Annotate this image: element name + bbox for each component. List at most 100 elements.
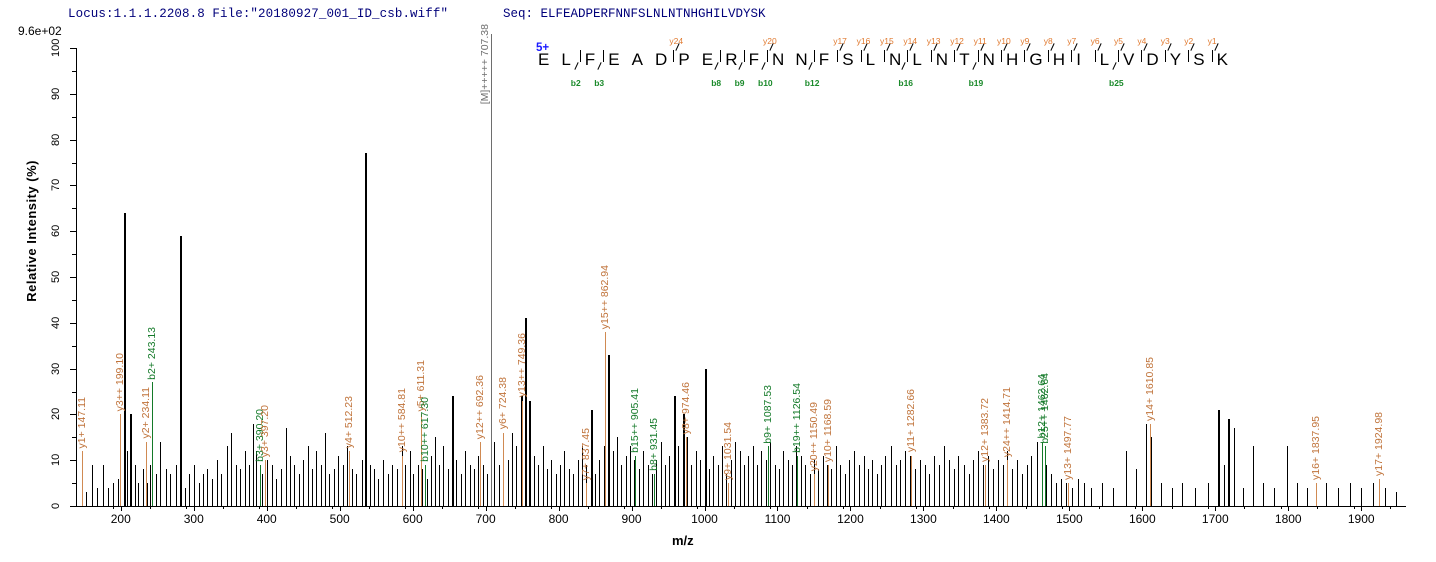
peak-bar bbox=[739, 451, 741, 506]
annotated-peak-y-8 bbox=[420, 414, 422, 506]
y-tick-label: 20 bbox=[50, 408, 62, 421]
peak-label: y13++ 749.36 bbox=[515, 333, 528, 398]
peak-bar bbox=[1286, 446, 1288, 506]
peak-bar bbox=[252, 423, 254, 506]
x-tick-minor bbox=[770, 506, 772, 509]
peak-label: y11+ 1282.66 bbox=[904, 389, 917, 453]
peak-bar bbox=[787, 460, 789, 506]
peak-bar bbox=[616, 437, 618, 506]
peak-bar bbox=[929, 473, 931, 506]
ladder-residue: L bbox=[912, 50, 922, 69]
peak-label: y2+ 234.11 bbox=[139, 387, 152, 439]
ladder-residue: T bbox=[959, 50, 970, 69]
peak-bar bbox=[1066, 483, 1068, 506]
ladder-residue: N bbox=[935, 50, 949, 69]
y-tick-minor bbox=[72, 70, 76, 72]
annotated-peak-y-29 bbox=[1150, 423, 1152, 506]
ladder-separator bbox=[603, 50, 605, 62]
y-ion-label: y4 bbox=[1137, 36, 1147, 46]
ladder-separator bbox=[1141, 50, 1143, 62]
peak-bar bbox=[85, 492, 87, 506]
peak-bar bbox=[525, 318, 528, 506]
x-axis-title: m/z bbox=[672, 533, 694, 548]
peak-bar bbox=[840, 464, 842, 506]
y-tick bbox=[70, 460, 76, 462]
y-tick bbox=[70, 48, 76, 49]
peak-bar bbox=[848, 460, 850, 506]
x-tick-label: 200 bbox=[110, 512, 131, 526]
peak-bar bbox=[1061, 478, 1063, 506]
ladder-residue: V bbox=[1123, 50, 1135, 69]
spectrum-plot[interactable]: [M]+++++ 707.38 y1+ 147.11 y3++ 199.10 y2+ … bbox=[76, 24, 1405, 506]
ladder-separator bbox=[1211, 50, 1213, 62]
y-ion-label: y11 bbox=[973, 36, 987, 46]
peak-bar bbox=[430, 455, 432, 506]
peak-bar bbox=[160, 441, 162, 506]
peak-bar bbox=[538, 464, 540, 506]
x-tick-minor bbox=[587, 506, 589, 509]
peak-bar bbox=[134, 464, 136, 506]
annotated-peak-b-27 bbox=[1044, 446, 1046, 506]
peak-label: y17+ 1924.98 bbox=[1373, 411, 1386, 476]
peak-bar bbox=[460, 473, 462, 506]
x-tick-minor bbox=[1244, 506, 1246, 509]
x-tick-minor bbox=[1207, 506, 1209, 509]
peak-bar bbox=[240, 469, 242, 506]
peak-bar bbox=[973, 460, 975, 506]
peak-bar bbox=[752, 446, 754, 506]
x-tick-label: 300 bbox=[183, 512, 204, 526]
peak-bar bbox=[792, 464, 794, 506]
annotated-peak-y-30 bbox=[1315, 483, 1317, 506]
annotated-peak-y-17 bbox=[685, 437, 687, 506]
y-tick-label: 60 bbox=[50, 225, 62, 238]
y-tick-label: 70 bbox=[50, 179, 62, 192]
ladder-separator bbox=[1118, 50, 1119, 62]
annotated-peak-y-18 bbox=[727, 483, 729, 506]
peak-label: y14+ 1610.85 bbox=[1144, 356, 1157, 421]
ladder-slash bbox=[808, 62, 813, 70]
peak-bar bbox=[409, 451, 411, 506]
peak-label: y7+ 837.45 bbox=[579, 427, 592, 481]
peak-bar bbox=[948, 460, 950, 506]
peak-bar bbox=[211, 478, 213, 506]
peak-bar bbox=[261, 473, 263, 506]
peak-bar bbox=[184, 487, 186, 506]
peak-label: y20++ 1150.49 bbox=[808, 401, 821, 471]
peak-bar bbox=[915, 469, 917, 506]
peak-bar bbox=[338, 455, 340, 506]
b-ion-label: b3 bbox=[594, 78, 605, 88]
x-tick-minor bbox=[733, 506, 735, 509]
x-tick-minor bbox=[368, 506, 370, 509]
peak-label: y8+ 974.46 bbox=[679, 382, 692, 435]
annotated-peak-b-9 bbox=[425, 464, 427, 506]
peak-bar bbox=[97, 487, 99, 506]
peak-bar bbox=[551, 460, 553, 506]
peak-bar bbox=[1253, 446, 1255, 506]
peak-bar bbox=[1224, 464, 1226, 506]
peak-bar bbox=[516, 446, 518, 506]
peak-bar bbox=[634, 460, 636, 506]
peak-bar bbox=[573, 473, 575, 506]
y-ion-label: y12 bbox=[950, 36, 964, 46]
x-tick bbox=[266, 506, 268, 511]
peak-bar bbox=[691, 464, 693, 506]
x-tick-minor bbox=[259, 506, 261, 509]
peak-bar bbox=[1243, 487, 1244, 506]
annotated-peak-y-6 bbox=[348, 451, 350, 506]
peak-bar bbox=[405, 464, 407, 506]
y-ion-label: y6 bbox=[1090, 36, 1100, 46]
ladder-residue: F bbox=[584, 50, 596, 69]
peak-bar bbox=[748, 455, 750, 506]
peak-bar bbox=[417, 464, 419, 506]
y-tick-label: 90 bbox=[50, 87, 62, 100]
peak-bar bbox=[294, 464, 296, 506]
peak-layer: [M]+++++ 707.38 y1+ 147.11 y3++ 199.10 y2+ … bbox=[76, 24, 1405, 506]
x-tick-minor bbox=[952, 506, 954, 509]
y-tick-minor bbox=[72, 345, 76, 347]
peak-bar bbox=[271, 464, 273, 506]
peak-bar bbox=[138, 483, 140, 506]
peak-bar bbox=[281, 469, 283, 506]
annotated-peak-y-0 bbox=[82, 451, 84, 506]
ladder-slash bbox=[574, 62, 579, 70]
peak-bar bbox=[103, 464, 105, 506]
